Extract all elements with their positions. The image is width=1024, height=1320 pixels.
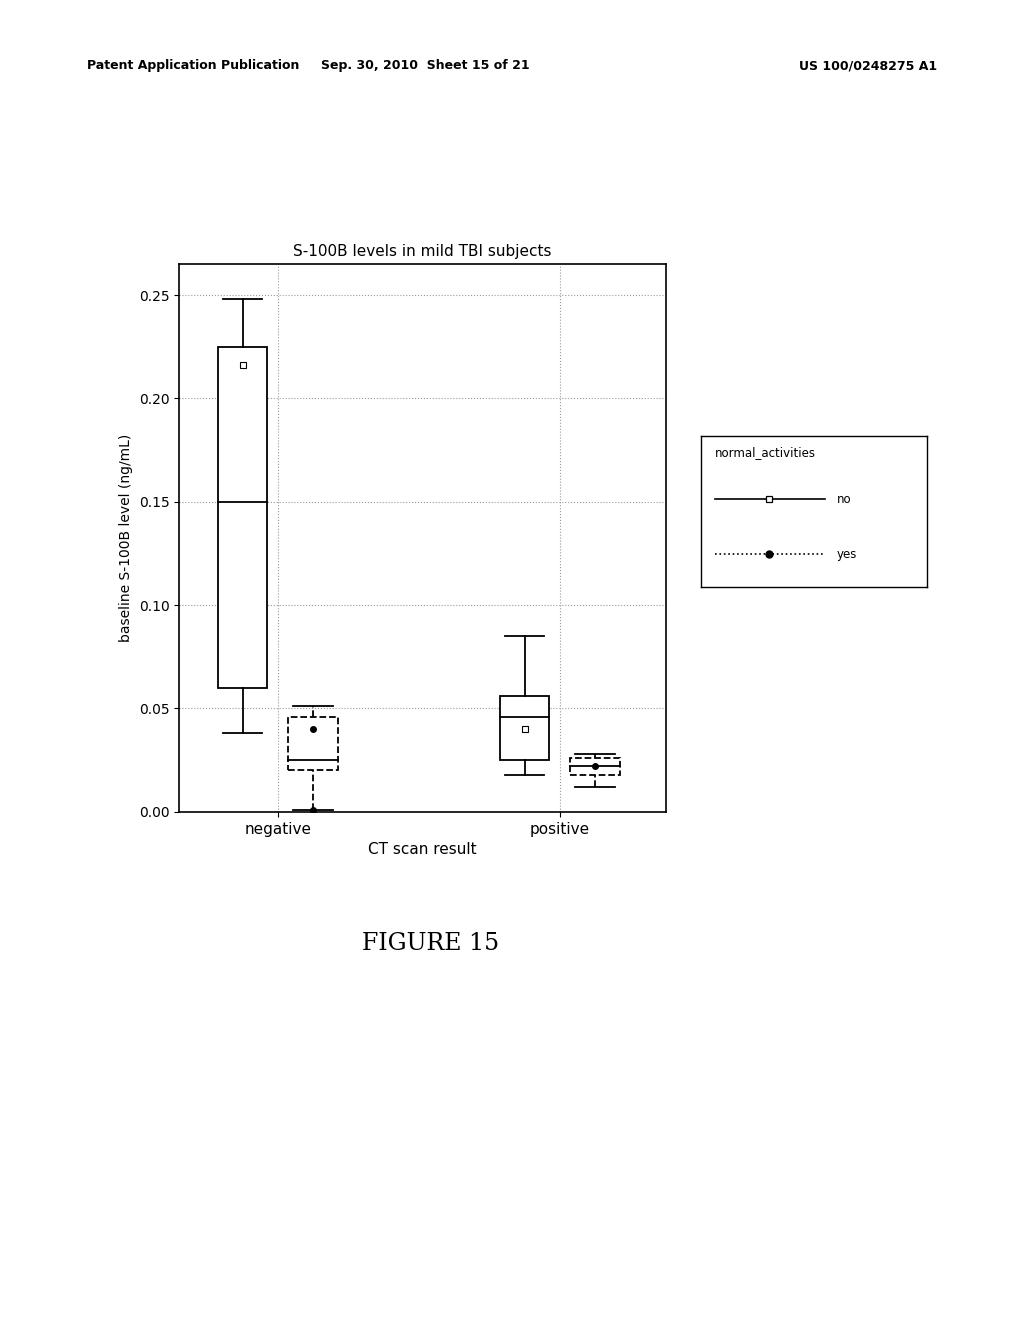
X-axis label: CT scan result: CT scan result [368,842,477,857]
Text: US 100/0248275 A1: US 100/0248275 A1 [799,59,937,73]
Text: Sep. 30, 2010  Sheet 15 of 21: Sep. 30, 2010 Sheet 15 of 21 [321,59,529,73]
Bar [289,717,338,771]
Bar [570,758,620,775]
Text: normal_activities: normal_activities [715,446,816,459]
Y-axis label: baseline S-100B level (ng/mL): baseline S-100B level (ng/mL) [119,434,133,642]
Title: S-100B levels in mild TBI subjects: S-100B levels in mild TBI subjects [293,244,552,259]
Bar [218,347,267,688]
Text: Patent Application Publication: Patent Application Publication [87,59,299,73]
Bar [500,696,549,760]
Text: no: no [837,492,851,506]
Text: yes: yes [837,548,857,561]
Text: FIGURE 15: FIGURE 15 [361,932,499,956]
